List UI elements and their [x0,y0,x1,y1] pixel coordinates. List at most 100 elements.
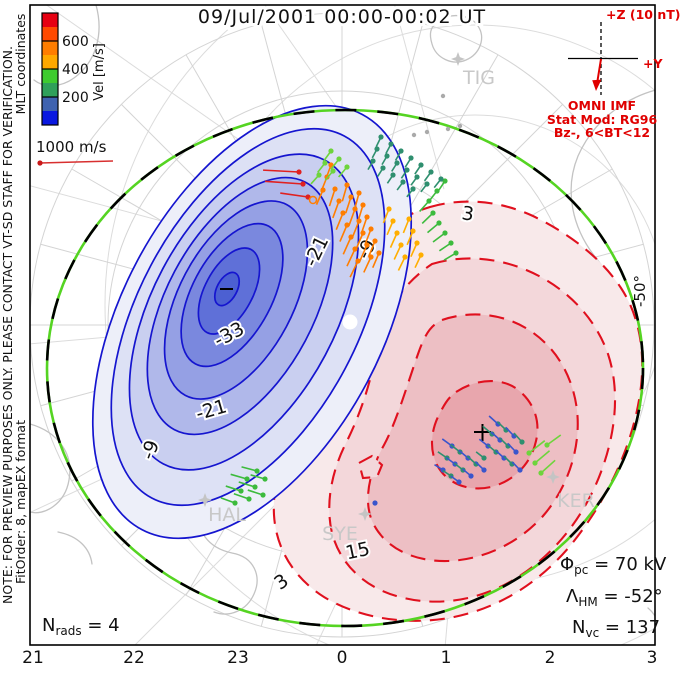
vector-tail [393,244,402,260]
vector-tail [363,256,372,273]
vector-tail [367,240,376,258]
imf-panel: +Z (10 nT) +Y OMNI IMF Stat Mod: RG96 Bz… [547,7,680,140]
vector-dot [330,168,336,174]
mlt-tick-21: 21 [22,648,44,668]
latitude-ring-label: -50° [631,275,649,307]
vector-dot [402,254,408,260]
velocity-vectors [220,93,562,506]
colorbar-label: Vel [m/s] [92,43,107,101]
vector-dot [445,126,451,132]
vector-dot [414,240,420,246]
vector-tail [348,208,356,227]
vector-dot [352,206,358,212]
colorbar-tick-600: 600 [62,34,89,50]
vector-tail [372,252,380,269]
colorbar-segment [42,41,58,55]
vector-dot [493,449,499,455]
imf-model: Stat Mod: RG96 [547,112,658,127]
cross-polar-potential: Φpc = 70 kV [560,554,667,577]
vector-dot [394,230,400,236]
mlt-tick-1: 1 [441,648,452,668]
reference-vector: 1000 m/s [36,138,114,166]
colorbar-tick-200: 200 [62,90,89,106]
vector-dot [320,187,326,193]
vector-count: Nvc = 137 [572,617,660,640]
station-marker-icon [546,470,560,484]
vector-dot [328,148,334,154]
vector-tail [241,466,258,472]
vector-dot [336,198,342,204]
station-label: SYE [322,523,358,545]
vector-tail [247,489,264,496]
vector-dot [246,496,252,502]
vector-dot [519,439,525,445]
vector-dot [408,155,414,161]
vector-tail [344,196,352,214]
vector-tail [364,228,372,246]
vector-tail [358,244,368,262]
colorbar-segment [42,69,58,83]
vector-dot [344,222,350,228]
vector-tail [280,192,309,198]
vector-tail [357,204,364,221]
vector-dot [436,220,442,226]
colorbar-tick-400: 400 [62,62,89,78]
vector-dot [244,476,250,482]
colorbar-segment [42,55,58,69]
coordinates-note: MLT coordinates [13,14,28,115]
vector-dot [410,186,416,192]
plot-title: 09/Jul/2001 00:00-00:02 UT [198,6,486,28]
vector-tail [230,473,248,480]
vector-tail [233,493,250,500]
mlt-tick-3: 3 [647,648,658,668]
colorbar-segment [42,111,58,125]
vector-tail [354,192,360,209]
vector-tail [225,485,242,492]
mlt-axis: 21 22 23 0 1 2 3 [22,648,657,668]
vector-dot [442,178,448,184]
vector-dot [262,476,268,482]
vector-dot [424,129,430,135]
vector-dot [356,190,362,196]
vector-dot [344,182,350,188]
vector-dot [372,500,378,506]
vector-dot [448,240,454,246]
vector-dot [388,141,394,147]
vector-dot [390,172,396,178]
vector-tail [360,216,368,234]
imf-z-label: +Z (10 nT) [606,7,680,22]
station-marker-icon [451,52,465,66]
vector-dot [411,132,417,138]
vector-dot [398,242,404,248]
vector-tail [349,260,359,278]
mlt-tick-23: 23 [227,648,249,668]
vector-tail [546,434,562,446]
imf-arrowhead-icon [592,79,602,91]
vector-dot [440,93,446,99]
vector-dot [414,174,420,180]
station-label: TIG [462,67,495,89]
contour-label: 3 [460,202,475,225]
vector-dot [457,123,463,129]
vector-dot [400,179,406,185]
hm-boundary-latitude: ΛHM = -52° [566,586,663,609]
vector-dot [410,228,416,234]
vector-dot [453,250,459,256]
vector-tail [528,440,546,454]
vector-dot [344,164,350,170]
vector-dot [481,467,487,473]
vector-dot [300,181,306,187]
vector-dot [296,169,302,175]
magnetic-pole-dot [342,314,358,330]
colorbar-segment [42,97,58,111]
mlt-tick-2: 2 [545,648,556,668]
vector-dot [428,169,434,175]
vector-dot [406,216,412,222]
vector-tail [355,232,364,250]
station-label: HAL [208,504,246,526]
vector-dot [368,226,374,232]
vector-dot [456,479,462,485]
vector-dot [430,210,436,216]
vector-dot [438,176,444,182]
vector-dot [386,206,392,212]
